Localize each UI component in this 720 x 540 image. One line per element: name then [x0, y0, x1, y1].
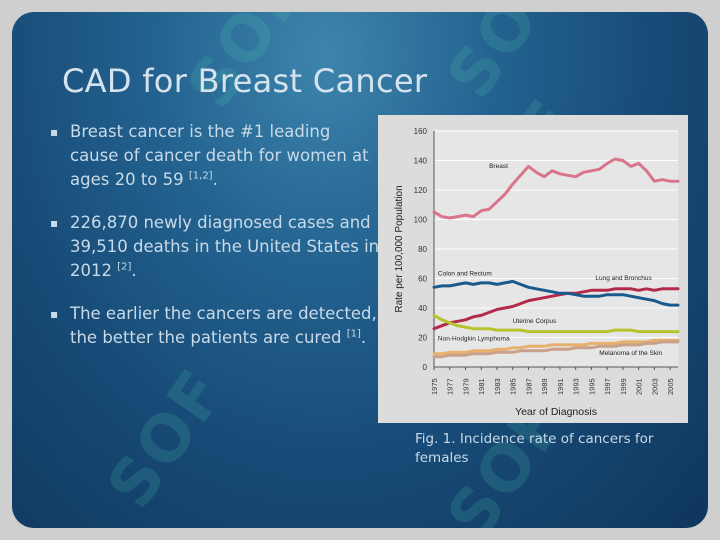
- citation: [2]: [117, 261, 132, 273]
- y-tick-label: 40: [418, 304, 427, 313]
- x-tick-label: 1997: [603, 378, 612, 395]
- bullet-icon: ▪: [50, 125, 59, 139]
- chart-canvas: 0 20 40 60 80 100 120 140 160 1975 1977 1979 1981 198…: [394, 127, 680, 418]
- watermark: SOF: [93, 356, 241, 522]
- bullet-text: Breast cancer is the #1 leading cause of…: [70, 122, 369, 189]
- x-axis-label: Year of Diagnosis: [515, 406, 597, 418]
- x-tick-label: 2005: [666, 378, 675, 395]
- x-tick-label: 2003: [650, 378, 659, 395]
- bullet-text: 226,870 newly diagnosed cases and 39,510…: [70, 213, 380, 280]
- slide: SOF SOF SOF SOF SOF CAD for Breast Cance…: [12, 12, 708, 528]
- y-tick-label: 100: [414, 216, 428, 225]
- bullet-icon: ▪: [50, 307, 59, 321]
- x-tick-label: 1999: [619, 378, 628, 395]
- watermark: SOF: [433, 12, 581, 112]
- citation: [1,2]: [188, 170, 213, 182]
- series-label: Non-Hodgkin Lymphoma: [438, 335, 510, 342]
- y-axis-label: Rate per 100,000 Population: [394, 185, 405, 312]
- x-tick-label: 1983: [493, 378, 502, 395]
- x-tick-label: 1991: [556, 378, 565, 395]
- x-tick-label: 1989: [540, 378, 549, 395]
- x-tick-label: 1981: [477, 378, 486, 395]
- x-tick-label: 1985: [509, 378, 518, 395]
- y-tick-label: 80: [418, 245, 427, 254]
- series-line: [432, 279, 680, 307]
- series-label: Uterine Corpus: [513, 318, 557, 325]
- x-tick-label: 1993: [572, 378, 581, 395]
- bullet-list: ▪ Breast cancer is the #1 leading cause …: [50, 120, 380, 369]
- x-tick-label: 1995: [587, 378, 596, 395]
- x-tick-label: 1975: [430, 378, 439, 395]
- x-tick-label: 1977: [446, 378, 455, 395]
- series-label: Lung and Bronchus: [595, 275, 652, 282]
- bullet-end: .: [360, 328, 367, 347]
- bullet-item: ▪ The earlier the cancers are detected, …: [50, 302, 380, 350]
- bullet-icon: ▪: [50, 216, 59, 230]
- series-line: [432, 313, 680, 334]
- bullet-end: .: [131, 261, 137, 280]
- y-tick-label: 140: [414, 157, 428, 166]
- x-tick-label: 1987: [524, 378, 533, 395]
- bullet-item: ▪ Breast cancer is the #1 leading cause …: [50, 120, 380, 192]
- y-tick-label: 120: [414, 186, 428, 195]
- series-line: [432, 157, 680, 220]
- y-tick-label: 60: [418, 275, 427, 284]
- incidence-chart: 0 20 40 60 80 100 120 140 160 1975 1977 1979 1981 198…: [378, 115, 688, 423]
- y-tick-label: 20: [418, 334, 427, 343]
- x-tick-label: 1979: [461, 378, 470, 395]
- series-label: Melanoma of the Skin: [599, 350, 662, 357]
- slide-title: CAD for Breast Cancer: [62, 62, 428, 100]
- citation: [1]: [346, 328, 361, 340]
- bullet-item: ▪ 226,870 newly diagnosed cases and 39,5…: [50, 211, 380, 283]
- series-label: Colon and Rectum: [438, 271, 492, 278]
- series-label: Breast: [489, 163, 508, 170]
- x-tick-label: 2001: [635, 378, 644, 395]
- series-line: [432, 338, 680, 356]
- bullet-text: The earlier the cancers are detected, th…: [70, 304, 377, 347]
- series-line: [432, 287, 680, 331]
- series-line: [432, 340, 680, 359]
- figure-caption: Fig. 1. Incidence rate of cancers for fe…: [415, 431, 654, 466]
- y-tick-label: 160: [414, 127, 428, 136]
- y-tick-label: 0: [423, 363, 428, 372]
- bullet-end: .: [212, 170, 218, 189]
